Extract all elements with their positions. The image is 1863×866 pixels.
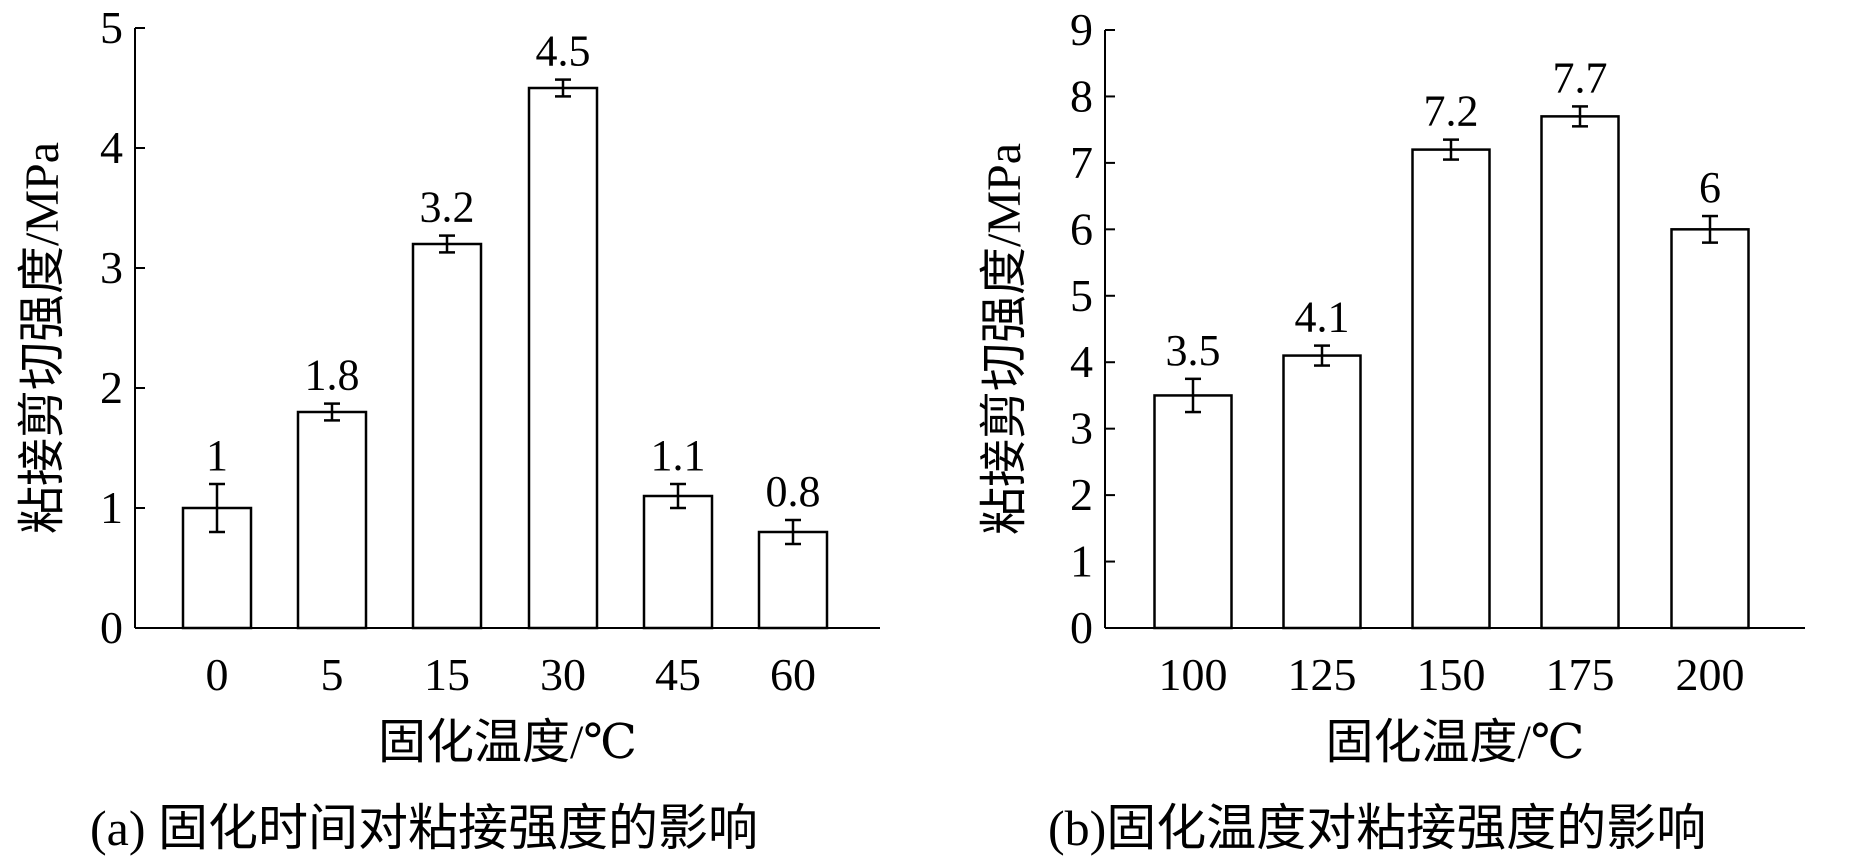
- bar: [1670, 228, 1750, 630]
- x-tick-label: 150: [1417, 649, 1486, 700]
- x-tick-label: 125: [1288, 649, 1357, 700]
- bar: [296, 410, 368, 630]
- y-tick-label: 5: [100, 2, 123, 53]
- bar: [757, 530, 829, 630]
- y-tick-label: 3: [100, 242, 123, 293]
- y-tick-label: 9: [1070, 4, 1093, 55]
- bar: [642, 494, 714, 630]
- bar: [1540, 115, 1620, 630]
- y-tick-label: 7: [1070, 137, 1093, 188]
- bar-value-label: 7.2: [1424, 87, 1479, 136]
- bar-value-label: 3.5: [1166, 326, 1221, 375]
- y-axis-title: 粘接剪切强度/MPa: [16, 142, 69, 534]
- y-tick-label: 2: [100, 362, 123, 413]
- x-tick-label: 200: [1676, 649, 1745, 700]
- y-tick-label: 0: [1070, 602, 1093, 653]
- x-tick-label: 5: [321, 649, 344, 700]
- y-tick-label: 0: [100, 602, 123, 653]
- y-tick-label: 8: [1070, 70, 1093, 121]
- x-tick-label: 0: [206, 649, 229, 700]
- bar-value-label: 1: [206, 431, 228, 480]
- bar-value-label: 7.7: [1553, 53, 1608, 102]
- y-tick-label: 1: [100, 482, 123, 533]
- bar: [411, 242, 483, 630]
- figure-caption: (a) 固化时间对粘接强度的影响: [90, 800, 758, 856]
- bar-value-label: 1.1: [651, 431, 706, 480]
- bar: [1411, 148, 1491, 630]
- bar: [1282, 354, 1362, 630]
- bar-value-label: 4.1: [1295, 293, 1350, 342]
- bar: [527, 86, 599, 630]
- chart-panel-a: 012345101.853.2154.5301.1450.860粘接剪切强度/M…: [16, 2, 880, 856]
- y-tick-label: 4: [100, 122, 123, 173]
- x-tick-label: 45: [655, 649, 701, 700]
- bar-value-label: 3.2: [420, 183, 475, 232]
- x-tick-label: 60: [770, 649, 816, 700]
- figure-caption: (b)固化温度对粘接强度的影响: [1048, 800, 1706, 856]
- x-axis-title: 固化温度/℃: [1325, 716, 1584, 769]
- chart-panel-b: 0 1 2 3 4 5 6 7 8 9 3.5 100 4.1 125 7.2 150 7.7 175 6 200 粘接…: [978, 4, 1805, 856]
- bar-value-label: 1.8: [305, 351, 360, 400]
- y-axis-title: 粘接剪切强度/MPa: [978, 143, 1031, 535]
- y-tick-label: 3: [1070, 403, 1093, 454]
- x-tick-label: 15: [424, 649, 470, 700]
- x-tick-label: 175: [1546, 649, 1615, 700]
- bar-value-label: 4.5: [536, 27, 591, 76]
- y-tick-label: 6: [1070, 203, 1093, 254]
- y-tick-label: 5: [1070, 270, 1093, 321]
- bar-value-label: 6: [1699, 163, 1721, 212]
- y-tick-label: 2: [1070, 469, 1093, 520]
- bar-value-label: 0.8: [766, 467, 821, 516]
- x-tick-label: 30: [540, 649, 586, 700]
- x-axis-title: 固化温度/℃: [378, 716, 637, 769]
- y-tick-label: 4: [1070, 336, 1093, 387]
- x-tick-label: 100: [1159, 649, 1228, 700]
- y-tick-label: 1: [1070, 536, 1093, 587]
- bar: [1153, 394, 1233, 630]
